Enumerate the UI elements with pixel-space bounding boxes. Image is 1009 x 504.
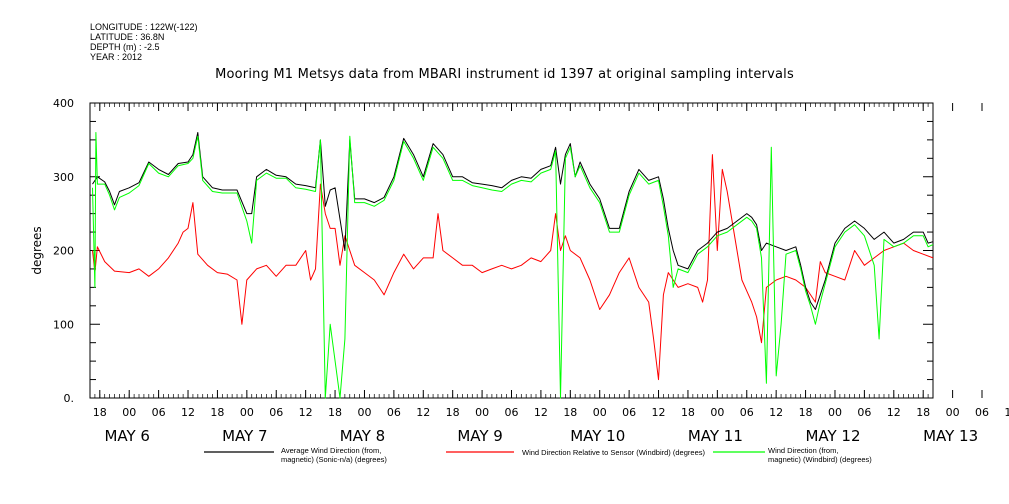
- x-tick-label: 18: [681, 406, 695, 419]
- x-tick-label: 06: [269, 406, 283, 419]
- legend-label-0: magnetic) (Sonic-n/a) (degrees): [281, 455, 387, 464]
- x-tick-label: 12: [299, 406, 313, 419]
- x-day-label: MAY 10: [570, 427, 625, 445]
- y-tick-label: 300: [53, 171, 74, 184]
- legend-label-2: Wind Direction (from,: [768, 446, 838, 455]
- x-tick-label: 00: [946, 406, 960, 419]
- chart-title: Mooring M1 Metsys data from MBARI instru…: [215, 67, 794, 82]
- x-day-label: MAY 8: [340, 427, 386, 445]
- x-day-label: MAY 7: [222, 427, 268, 445]
- latitude-text: LATITUDE : 36.8N: [90, 32, 165, 42]
- series-line-1: [92, 154, 934, 381]
- x-tick-label: 18: [93, 406, 107, 419]
- y-tick-label: 0.: [64, 392, 75, 405]
- x-tick-label: 06: [505, 406, 519, 419]
- legend-label-0: Average Wind Direction (from,: [281, 446, 381, 455]
- x-tick-label: 12: [1004, 406, 1009, 419]
- x-tick-label: 06: [740, 406, 754, 419]
- y-tick-label: 400: [53, 97, 74, 110]
- x-tick-label: 06: [387, 406, 401, 419]
- x-tick-label: 12: [416, 406, 430, 419]
- x-tick-label: 18: [916, 406, 930, 419]
- metadata-block: LONGITUDE : 122W(-122) LATITUDE : 36.8N …: [90, 22, 198, 62]
- x-tick-label: 18: [446, 406, 460, 419]
- x-tick-label: 00: [357, 406, 371, 419]
- x-tick-label: 12: [181, 406, 195, 419]
- x-tick-label: 00: [710, 406, 724, 419]
- legend-label-1: Wind Direction Relative to Sensor (Windb…: [522, 448, 705, 457]
- x-tick-label: 12: [769, 406, 783, 419]
- x-tick-label: 06: [152, 406, 166, 419]
- x-tick-label: 00: [593, 406, 607, 419]
- x-tick-label: 00: [240, 406, 254, 419]
- x-tick-label: 18: [210, 406, 224, 419]
- x-tick-label: 06: [857, 406, 871, 419]
- year-text: YEAR : 2012: [90, 52, 143, 62]
- x-tick-label: 18: [799, 406, 813, 419]
- plot-frame: [89, 102, 934, 399]
- x-tick-label: 06: [622, 406, 636, 419]
- x-tick-label: 12: [652, 406, 666, 419]
- x-tick-label: 18: [563, 406, 577, 419]
- y-tick-label: 100: [53, 318, 74, 331]
- depth-text: DEPTH (m) : -2.5: [90, 42, 160, 52]
- x-day-label: MAY 11: [688, 427, 743, 445]
- x-day-label: MAY 9: [457, 427, 503, 445]
- x-tick-label: 00: [475, 406, 489, 419]
- y-axis-label: degrees: [30, 226, 44, 274]
- series-line-0: [92, 132, 934, 310]
- x-day-label: MAY 13: [923, 427, 978, 445]
- x-tick-label: 00: [122, 406, 136, 419]
- y-tick-label: 200: [53, 245, 74, 258]
- x-day-label: MAY 6: [104, 427, 150, 445]
- x-tick-label: 06: [975, 406, 989, 419]
- x-tick-label: 12: [534, 406, 548, 419]
- legend-label-2: magnetic) (Windbird) (degrees): [768, 455, 872, 464]
- x-day-label: MAY 12: [805, 427, 860, 445]
- x-tick-label: 00: [828, 406, 842, 419]
- series-line-2: [92, 132, 934, 399]
- longitude-text: LONGITUDE : 122W(-122): [90, 22, 198, 32]
- x-tick-label: 18: [328, 406, 342, 419]
- x-tick-label: 12: [887, 406, 901, 419]
